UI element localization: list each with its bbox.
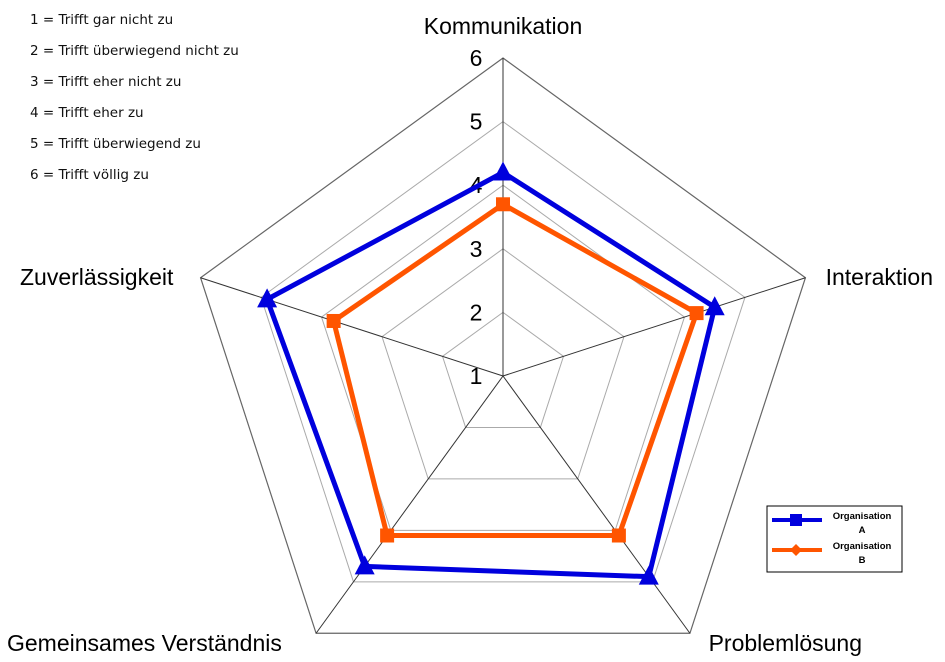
radar-spokes [200, 58, 806, 634]
data-point-organisation-b-kommunikation [496, 197, 510, 212]
category-label-gemeinsames-verstaendnis: Gemeinsames Verständnis [7, 630, 282, 656]
data-point-organisation-a-kommunikation [493, 161, 513, 181]
scale-legend: 1 = Trifft gar nicht zu 2 = Trifft überw… [30, 8, 239, 194]
data-point-organisation-b-zuverlaessigkeit [326, 313, 341, 328]
series-organisation-a [257, 161, 725, 585]
data-point-organisation-a-interaktion [704, 296, 725, 316]
legend-label-organisation-b-line2: B [859, 555, 866, 566]
series-organisation-b [326, 197, 704, 543]
tick-label-1: 1 [470, 363, 483, 389]
spoke-gemeinsames-verstaendnis [315, 375, 504, 634]
grid-ring-4 [320, 184, 686, 531]
tick-label-3: 3 [470, 236, 483, 262]
data-point-organisation-a-gemeinsames-verstaendnis [354, 555, 375, 575]
category-label-zuverlaessigkeit: Zuverlässigkeit [20, 264, 174, 290]
grid-ring-3 [381, 248, 625, 480]
legend-marker-organisation-a [790, 514, 802, 526]
legend-label-organisation-a-line1: Organisation [833, 511, 892, 522]
chart-legend: Organisation A Organisation B [766, 505, 903, 573]
spoke-zuverlaessigkeit [200, 277, 504, 377]
category-labels: Kommunikation Interaktion Problemlösung Gem… [7, 13, 933, 656]
scale-legend-item-4: 4 = Trifft eher zu [30, 105, 144, 121]
tick-label-2: 2 [470, 299, 483, 325]
spoke-interaktion [502, 277, 806, 377]
data-point-organisation-b-interaktion [689, 306, 704, 321]
grid-ring-5 [260, 120, 746, 583]
category-label-interaktion: Interaktion [826, 264, 933, 290]
scale-legend-item-2: 2 = Trifft überwiegend nicht zu [30, 43, 239, 59]
legend-entry-organisation-b: Organisation B [772, 541, 891, 566]
grid-ring-6 [199, 57, 807, 634]
scale-legend-item-5: 5 = Trifft überwiegend zu [30, 136, 201, 152]
radar-grid [199, 57, 807, 634]
legend-label-organisation-a-line2: A [859, 525, 866, 536]
scale-legend-item-3: 3 = Trifft eher nicht zu [30, 74, 182, 90]
legend-entry-organisation-a: Organisation A [772, 511, 891, 536]
tick-label-6: 6 [470, 45, 483, 71]
legend-label-organisation-b-line1: Organisation [833, 541, 892, 552]
tick-label-5: 5 [470, 109, 483, 135]
scale-legend-item-1: 1 = Trifft gar nicht zu [30, 12, 174, 28]
data-point-organisation-a-zuverlaessigkeit [257, 288, 278, 308]
data-point-organisation-b-gemeinsames-verstaendnis [380, 528, 395, 543]
grid-ring-2 [441, 311, 565, 428]
legend-box [766, 505, 903, 573]
data-point-organisation-b-problemloesung [611, 528, 626, 543]
legend-marker-organisation-b [790, 544, 802, 556]
series-line-organisation-b [331, 201, 700, 539]
spoke-problemloesung [502, 375, 691, 634]
data-point-organisation-a-problemloesung [638, 565, 659, 585]
category-label-problemloesung: Problemlösung [709, 630, 862, 656]
series-line-organisation-a [264, 169, 718, 580]
category-label-kommunikation: Kommunikation [424, 13, 583, 39]
data-series [257, 161, 725, 585]
scale-legend-item-6: 6 = Trifft völlig zu [30, 167, 149, 183]
